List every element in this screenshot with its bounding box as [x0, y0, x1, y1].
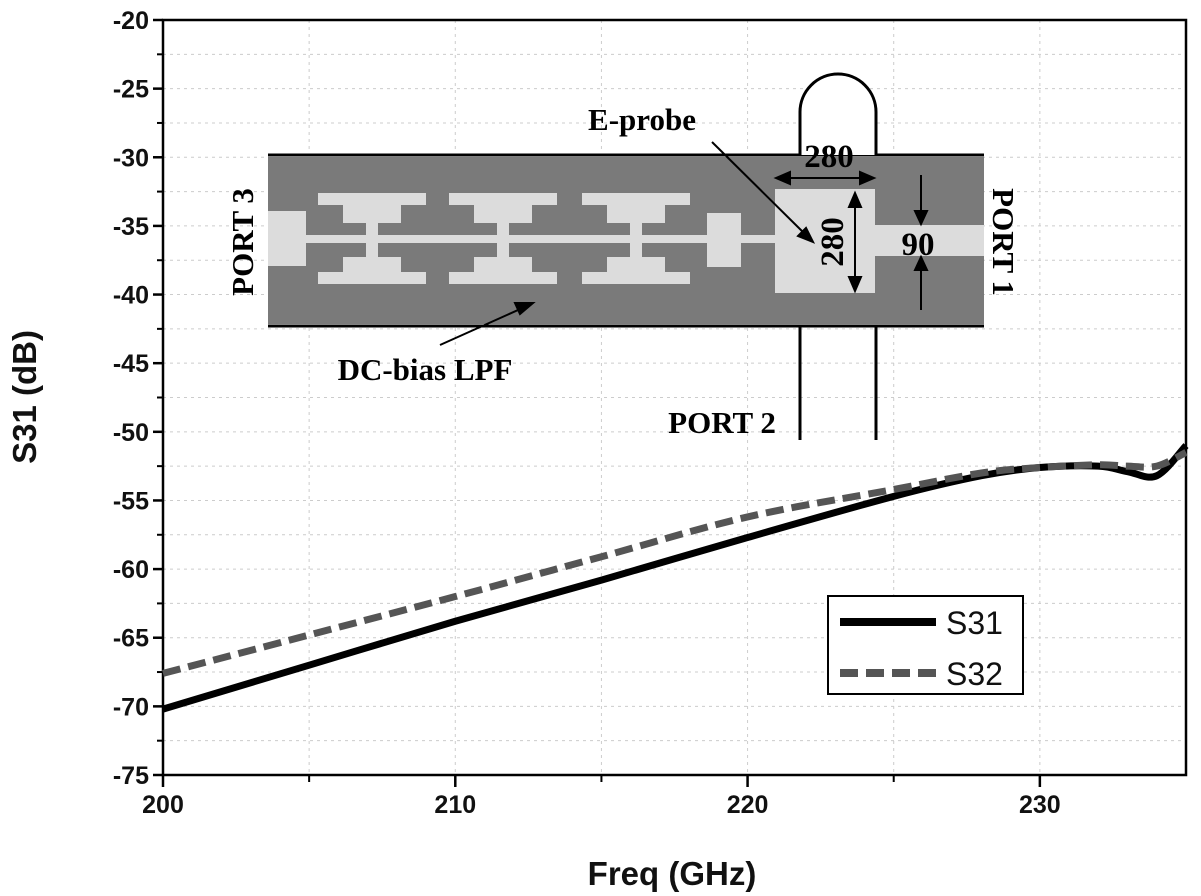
- dimension-height-label: 280: [815, 217, 851, 267]
- x-tick-label: 230: [1019, 791, 1061, 819]
- y-tick-label: -40: [113, 282, 149, 310]
- lpf-metal: [268, 189, 984, 293]
- eprobe-label: E-probe: [588, 102, 696, 137]
- port3-label: PORT 3: [225, 188, 260, 296]
- dimension-arrows: [439, 141, 929, 346]
- y-tick-label: -45: [113, 350, 149, 378]
- port2-label: PORT 2: [668, 405, 776, 440]
- y-tick-label: -70: [113, 693, 149, 721]
- y-tick-label: -60: [113, 556, 149, 584]
- x-tick-label: 210: [434, 791, 476, 819]
- legend-label-s31: S31: [946, 605, 1003, 641]
- series-line-s31: [161, 443, 1189, 713]
- port1-label: PORT 1: [986, 188, 1021, 296]
- x-tick-label: 200: [142, 791, 184, 819]
- x-tick-label: 220: [727, 791, 769, 819]
- y-tick-label: -55: [113, 487, 149, 515]
- y-tick-label: -25: [113, 76, 149, 104]
- dimension-width-label: 280: [804, 139, 854, 175]
- circuit-layout-inset: 280 280 90 E-probe DC-bias LPF PORT 2 PO…: [225, 72, 1021, 440]
- lpf-label: DC-bias LPF: [338, 352, 513, 387]
- y-axis: -20 -25 -30 -35 -40 -45 -50 -55 -60 -65 -70 -75: [113, 7, 163, 790]
- y-tick-label: -20: [113, 7, 149, 35]
- dimension-line-label: 90: [902, 227, 935, 263]
- backshort-cavity: [798, 72, 878, 155]
- y-tick-label: -30: [113, 144, 149, 172]
- y-tick-label: -50: [113, 419, 149, 447]
- x-axis: 200 210 220 230: [142, 775, 1061, 819]
- legend: S31 S32: [827, 595, 1024, 695]
- y-tick-label: -75: [113, 762, 149, 790]
- y-tick-label: -35: [113, 213, 149, 241]
- series-group: [161, 443, 1189, 713]
- y-tick-label: -65: [113, 625, 149, 653]
- series-line-s32: [162, 449, 1188, 677]
- x-axis-title: Freq (GHz): [588, 855, 757, 892]
- legend-frame: [827, 595, 1024, 695]
- legend-label-s32: S32: [946, 656, 1003, 692]
- y-axis-title: S31 (dB): [6, 330, 43, 464]
